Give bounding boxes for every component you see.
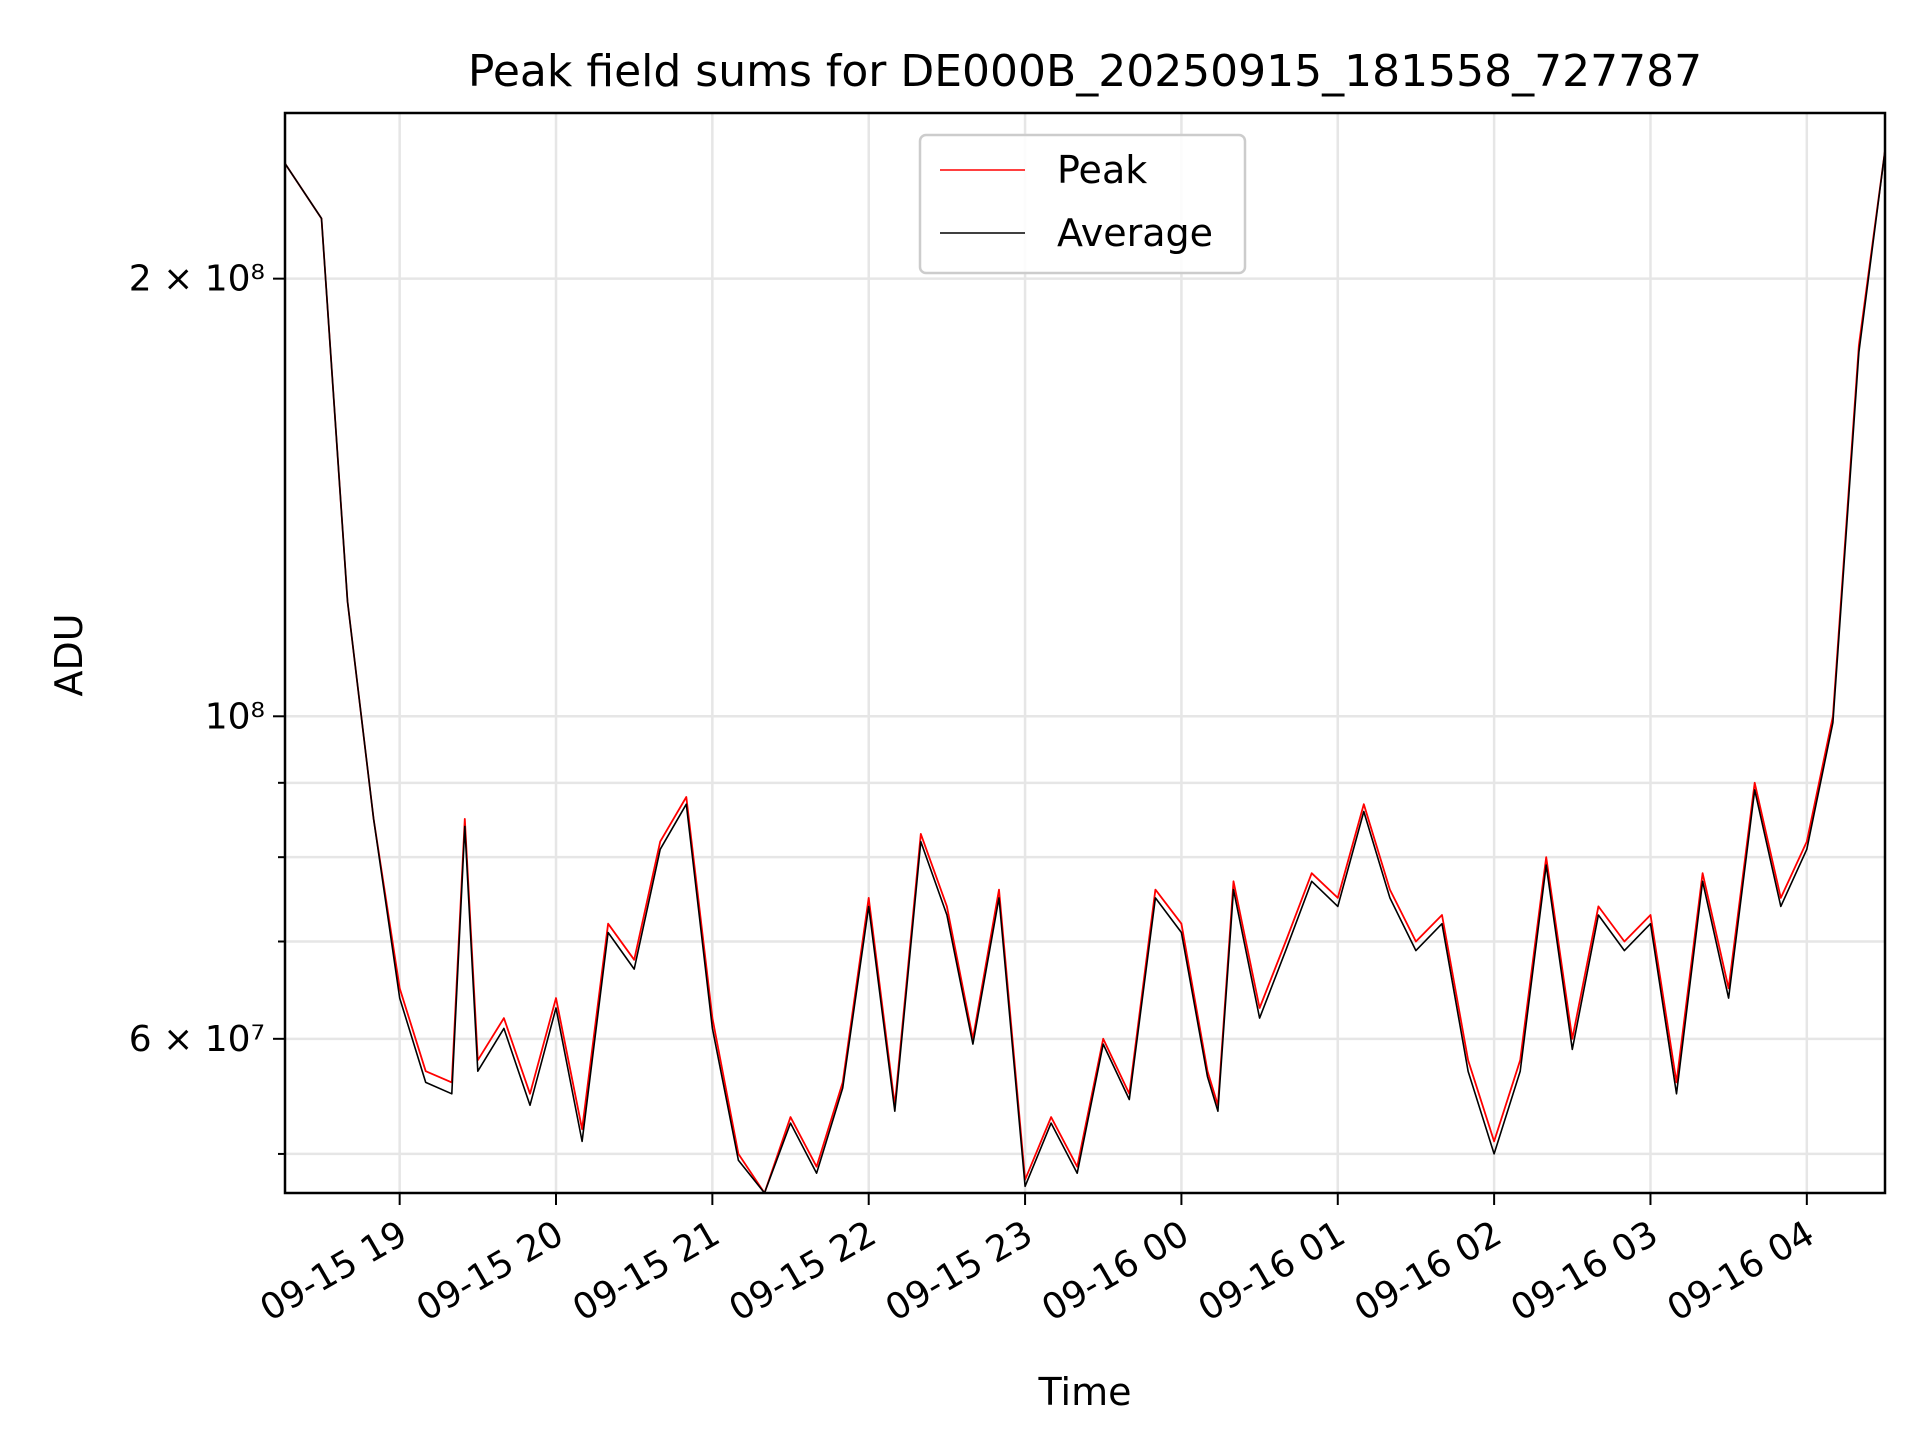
- y-tick-label: 2 × 10⁸: [129, 259, 265, 300]
- y-tick-label: 6 × 10⁷: [129, 1019, 265, 1060]
- legend-label-average: Average: [1057, 211, 1213, 255]
- series-layer: [284, 150, 1886, 1194]
- x-axis-label: Time: [1038, 1370, 1132, 1414]
- grid: [285, 113, 1885, 1193]
- legend-label-peak: Peak: [1057, 148, 1147, 192]
- plot-frame: [283, 111, 1887, 1195]
- series-line-average: [284, 150, 1886, 1194]
- y-axis-label: ADU: [47, 613, 91, 696]
- y-tick-label: 10⁸: [205, 696, 265, 737]
- series-line-peak: [284, 150, 1886, 1194]
- legend: Peak Average: [918, 133, 1247, 275]
- chart-title: Peak field sums for DE000B_20250915_1815…: [468, 46, 1702, 97]
